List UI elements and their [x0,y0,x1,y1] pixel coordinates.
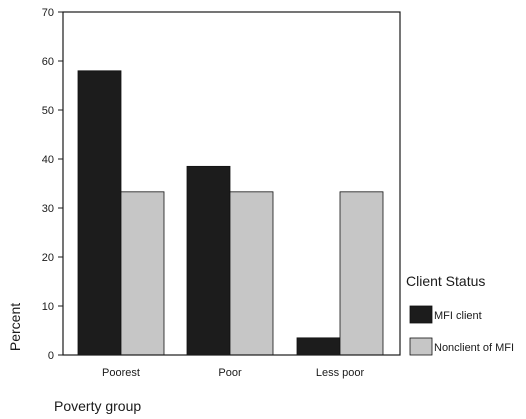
x-tick-label: Less poor [316,367,365,379]
legend: Client Status MFI client Nonclient of MFI [406,273,514,356]
bar-mfi-client-less-poor [296,337,341,356]
x-axis: Poorest Poor Less poor [102,367,364,379]
x-tick-label: Poorest [102,367,140,379]
y-tick-label: 50 [42,105,54,117]
legend-swatch-nonclient-of-mfi [409,337,433,356]
y-axis: 0 10 20 30 40 50 60 70 [42,7,63,362]
x-axis-title: Poverty group [54,398,141,414]
y-tick-label: 10 [42,301,54,313]
legend-items: MFI client Nonclient of MFI [409,305,514,356]
bar-nonclient-of-mfi-poorest [120,191,165,356]
x-tick-label: Poor [218,367,242,379]
y-tick-label: 20 [42,252,54,264]
y-tick-label: 0 [48,350,54,362]
bar-nonclient-of-mfi-poor [229,191,274,356]
legend-label-mfi-client: MFI client [434,310,482,322]
legend-label-nonclient-of-mfi: Nonclient of MFI [434,342,514,354]
bar-nonclient-of-mfi-less-poor [339,191,384,356]
y-tick-label: 30 [42,203,54,215]
legend-title: Client Status [406,273,485,289]
y-tick-label: 40 [42,154,54,166]
y-tick-label: 60 [42,56,54,68]
legend-swatch-mfi-client [409,305,433,324]
bar-mfi-client-poor [186,165,231,356]
y-axis-title: Percent [7,303,23,351]
bars-layer [77,70,384,356]
y-tick-label: 70 [42,7,54,19]
bar-mfi-client-poorest [77,70,122,356]
plot-area-frame [62,11,401,356]
